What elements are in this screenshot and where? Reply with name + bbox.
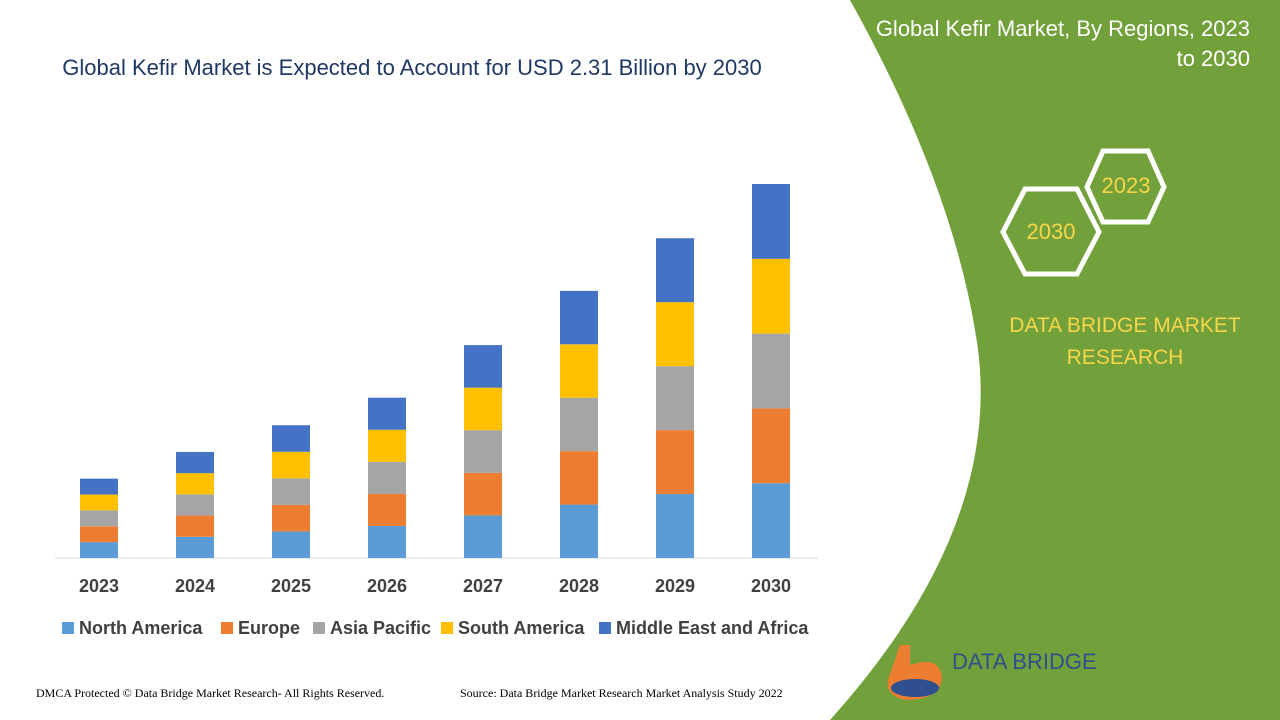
legend-swatch: [221, 622, 233, 634]
chart-title: Global Kefir Market is Expected to Accou…: [62, 55, 762, 80]
bar-segment: [752, 483, 790, 558]
legend-label: Asia Pacific: [330, 618, 431, 638]
bar-segment: [368, 525, 406, 558]
brand: DATA BRIDGE MARKET RESEARCH: [1009, 314, 1241, 369]
bar-segment: [272, 478, 310, 505]
bar-segment: [560, 451, 598, 505]
bar-segment: [752, 408, 790, 484]
bar-segment: [656, 494, 694, 558]
x-tick-label: 2026: [367, 576, 407, 596]
bar-segment: [368, 429, 406, 462]
footer-rights: DMCA Protected © Data Bridge Market Rese…: [36, 686, 385, 700]
bar-segment: [656, 302, 694, 367]
side-panel: [830, 0, 1280, 720]
bar-segment: [368, 461, 406, 494]
bar-segment: [560, 290, 598, 345]
bar-segment: [752, 258, 790, 334]
bar-segment: [176, 473, 214, 495]
bar-segment: [272, 425, 310, 452]
legend-swatch: [599, 622, 611, 634]
bar-segment: [80, 542, 118, 558]
x-tick-label: 2029: [655, 576, 695, 596]
bar-segment: [656, 238, 694, 303]
logo-text: DATA BRIDGE: [952, 649, 1097, 674]
hexagon: [1000, 186, 1102, 277]
bar-segment: [656, 366, 694, 431]
bar-segment: [176, 451, 214, 474]
x-tick-label: 2028: [559, 576, 599, 596]
bar-segment: [176, 494, 214, 516]
bar-segment: [464, 387, 502, 431]
bar-segment: [176, 536, 214, 558]
x-tick-label: 2023: [79, 576, 119, 596]
x-tick-label: 2024: [175, 576, 215, 596]
bar-segment: [464, 430, 502, 473]
bar-segment: [176, 515, 214, 537]
panel-title: Global Kefir Market, By Regions, 2023 to…: [875, 16, 1250, 71]
bar-segment: [560, 344, 598, 398]
legend-swatch: [313, 622, 325, 634]
bar-segment: [464, 472, 502, 516]
bar-segment: [80, 478, 118, 495]
hex-label: 2023: [1102, 173, 1151, 198]
bar-segment: [656, 430, 694, 495]
legend-label: Middle East and Africa: [616, 618, 809, 638]
bar-segment: [560, 397, 598, 452]
bar-segment: [272, 504, 310, 532]
hex-label: 2030: [1027, 219, 1076, 244]
x-tick-label: 2030: [751, 576, 791, 596]
bar-segment: [464, 345, 502, 388]
bar-segment: [464, 515, 502, 558]
legend-label: South America: [458, 618, 585, 638]
footer-source: Source: Data Bridge Market Research Mark…: [460, 686, 783, 700]
bar-segment: [80, 510, 118, 527]
bar-segment: [752, 333, 790, 409]
x-tick-label: 2025: [271, 576, 311, 596]
bar-segment: [80, 526, 118, 543]
bar-segment: [368, 493, 406, 526]
legend-label: North America: [79, 618, 203, 638]
bar-segment: [752, 184, 790, 259]
bar-segment: [368, 397, 406, 430]
bar-segment: [272, 531, 310, 558]
hexagon: [1084, 148, 1167, 225]
logo-mark: [891, 679, 939, 697]
bar-segment: [272, 451, 310, 479]
x-tick-label: 2027: [463, 576, 503, 596]
bar-segment: [560, 504, 598, 558]
legend-label: Europe: [238, 618, 300, 638]
legend-swatch: [62, 622, 74, 634]
bar-segment: [80, 494, 118, 511]
legend-swatch: [441, 622, 453, 634]
